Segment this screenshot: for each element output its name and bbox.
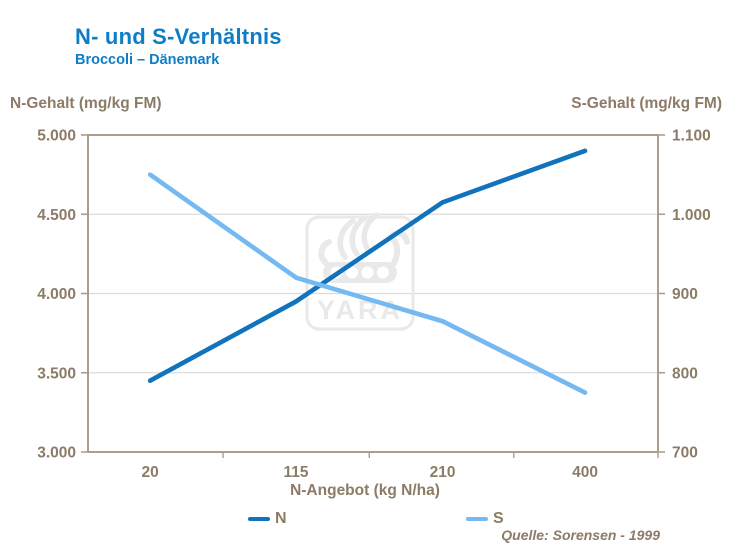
right-axis-tick-label: 800	[672, 365, 698, 382]
n-series-line	[147, 148, 588, 383]
yara-ship-sail-icon	[349, 215, 368, 257]
x-axis-category-label: 210	[430, 464, 456, 481]
legend-label-s: S	[493, 510, 504, 527]
x-axis-category-label: 115	[284, 464, 309, 481]
right-axis-tick-label: 700	[672, 445, 698, 462]
yara-watermark-frame	[305, 215, 415, 331]
yara-ship-sail-icon	[361, 212, 380, 254]
yara-ship-shield-icon	[361, 266, 374, 279]
left-axis-tick-label: 3.500	[37, 365, 76, 382]
left-axis-title: N-Gehalt (mg/kg FM)	[10, 95, 162, 112]
page-title: N- und S-Verhältnis	[75, 24, 282, 49]
left-axis-tick-label: 4.500	[37, 207, 76, 224]
x-axis-title: N-Angebot (kg N/ha)	[290, 482, 440, 499]
s-series-line	[147, 172, 588, 395]
legend-item-s: S	[466, 510, 504, 528]
page-subtitle: Broccoli – Dänemark	[75, 52, 220, 68]
yara-ship-stern-icon	[318, 239, 332, 266]
legend-label-n: N	[275, 510, 287, 527]
yara-ship-shield-icon	[346, 266, 358, 279]
right-axis-tick-label: 900	[672, 286, 698, 303]
left-axis-tick-label: 5.000	[37, 128, 76, 145]
yara-ship-shield-icon	[377, 266, 389, 279]
right-axis-tick-label: 1.000	[672, 207, 711, 224]
x-axis-category-label: 20	[142, 464, 159, 481]
yara-ship-hull-icon	[323, 262, 397, 283]
right-axis-tick-label: 1.100	[672, 128, 711, 145]
n-series-swatch	[248, 516, 270, 522]
x-axis-category-label: 400	[572, 464, 598, 481]
right-axis-title: S-Gehalt (mg/kg FM)	[571, 95, 722, 112]
s-series-swatch	[466, 516, 488, 522]
source-citation: Quelle: Sorensen - 1999	[501, 527, 660, 543]
yara-ship-sail-icon	[337, 218, 356, 260]
left-axis-tick-label: 4.000	[37, 286, 76, 303]
yara-watermark-text: YARA	[317, 295, 403, 325]
left-axis-tick-label: 3.000	[37, 445, 76, 462]
legend-item-n: N	[248, 510, 287, 528]
